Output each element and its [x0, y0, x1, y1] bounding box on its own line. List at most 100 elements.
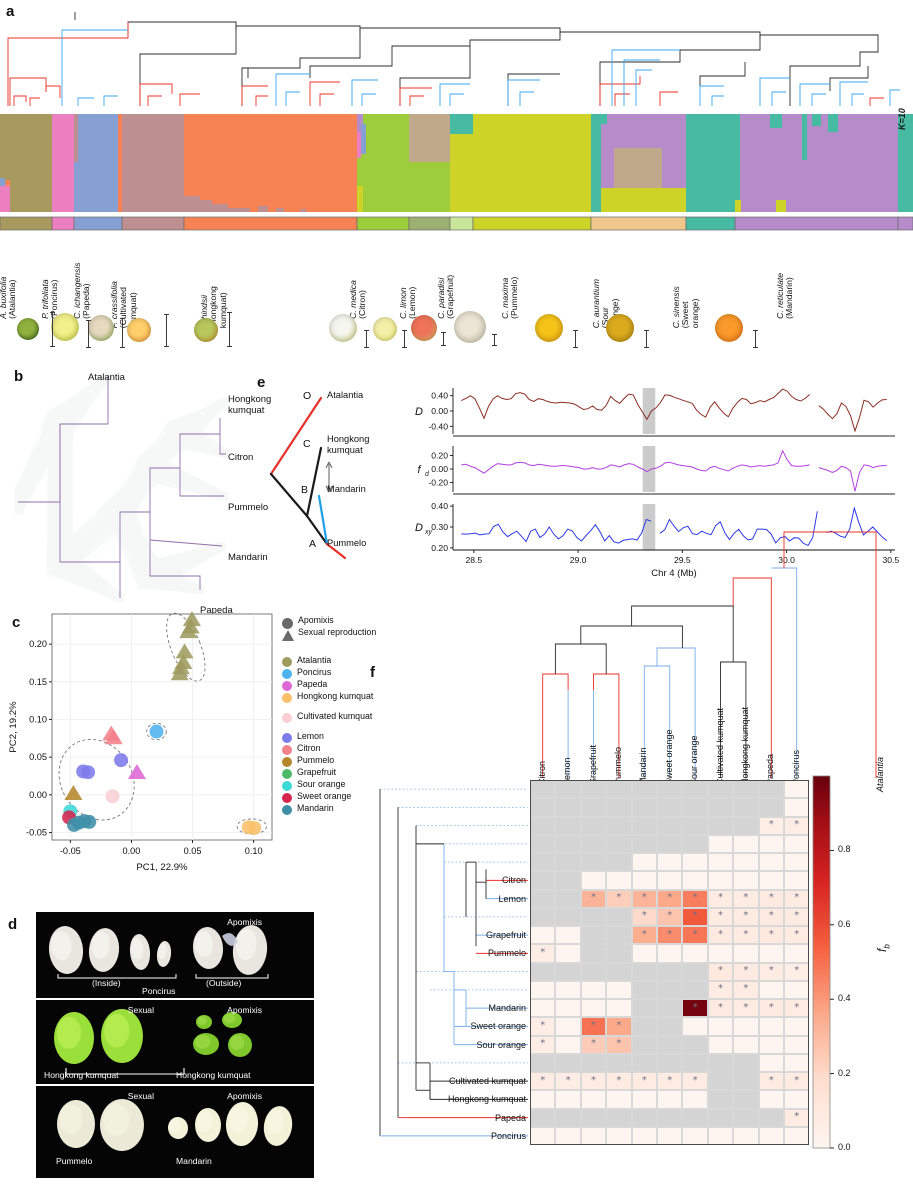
fbranch-cell-18-3: [606, 1108, 632, 1127]
fbranch-cell-16-2: [580, 1072, 607, 1091]
fbranch-cell-11-5: [657, 980, 683, 999]
fbranch-cell-0-10: [784, 780, 810, 799]
etrack-2-ytick-2: 0.20: [431, 543, 448, 553]
fbranch-cell-0-8: [733, 780, 759, 799]
fbranch-cell-12-0: [530, 999, 556, 1018]
pca-shape-label-1: Sexual reproduction: [298, 627, 377, 637]
fbranch-cell-17-4: [631, 1090, 657, 1109]
fbranch-cell-7-4: [631, 907, 657, 926]
pca-xtick-3: 0.10: [245, 846, 263, 856]
fbranch-cell-10-0: [530, 962, 556, 981]
fbranch-cell-14-5: [657, 1035, 683, 1054]
scale-bar-3: [166, 314, 168, 347]
fbranch-cell-19-6: [682, 1126, 708, 1145]
pca-ytick-3: 0.10: [29, 714, 47, 724]
fbranch-cell-16-3: [606, 1072, 632, 1091]
fbranch-cell-12-2: [580, 999, 607, 1018]
panel-a-group-strip: [0, 216, 913, 231]
fbranch-cell-19-8: [733, 1126, 759, 1145]
fbranch-cell-0-3: [606, 780, 632, 799]
pca-legend-label-0: Atalantia: [297, 655, 332, 665]
significance-star-7: *: [717, 892, 723, 904]
pca-legend-dot-3: [282, 693, 292, 703]
pca-point-0: [182, 611, 201, 627]
scale-bar-7: [443, 332, 445, 346]
significance-star-43: *: [540, 1074, 546, 1086]
topology-tip-C: Hongkong kumquat: [327, 434, 370, 455]
fbranch-cell-11-9: [758, 980, 784, 999]
fbranch-cell-10-6: [682, 962, 708, 981]
fruit-photo-lemon: [373, 317, 397, 341]
fbranch-row-13: Sweet orange: [470, 1021, 526, 1032]
pca-legend-dot-11: [282, 805, 292, 815]
significance-star-19: *: [667, 928, 673, 940]
pca-xtick-1: 0.00: [122, 846, 140, 856]
fbranch-cell-0-4: [631, 780, 657, 799]
fbranch-cell-15-7: [707, 1053, 734, 1072]
fbranch-cell-19-9: [758, 1126, 784, 1145]
scale-bar-6: [404, 330, 406, 348]
pca-legend-label-7: Pummelo: [297, 755, 335, 765]
significance-star-35: *: [768, 1001, 774, 1013]
pca-legend-dot-5: [282, 733, 292, 743]
fbranch-cell-3-4: [631, 834, 657, 853]
etrack-0-ytick-2: -0.40: [428, 421, 448, 431]
fbranch-cell-2-6: [682, 816, 708, 835]
significance-star-48: *: [667, 1074, 673, 1086]
fbranch-cell-1-10: [784, 798, 810, 817]
species-label-6: C. limon (Lemon): [398, 286, 418, 319]
ftop-branch-5: [580, 625, 683, 648]
pca-point-2: [179, 623, 198, 639]
fbranch-col-6: Sour orange: [689, 735, 700, 785]
fbranch-row-16: Cultivated kumquat: [448, 1076, 526, 1086]
fbranch-cell-3-7: [707, 834, 734, 853]
fbranch-cell-15-4: [631, 1053, 657, 1072]
fruit-photo-sweet-orange: [606, 314, 634, 342]
fbranch-cell-9-4: [631, 944, 657, 963]
pca-legend-label-11: Mandarin: [297, 803, 334, 813]
fbranch-cell-13-10: [784, 1017, 810, 1036]
fbranch-cell-4-6: [682, 853, 708, 872]
fbranch-cell-0-5: [657, 780, 683, 799]
seed-caption-0-0: Apomixis: [227, 917, 262, 927]
fbranch-cell-8-8: [733, 926, 759, 945]
significance-star-33: *: [717, 1001, 723, 1013]
fbranch-cell-13-5: [657, 1017, 683, 1036]
scale-cap-6-0: [402, 330, 408, 332]
significance-star-26: *: [717, 965, 723, 977]
pca-point-11: [127, 763, 146, 779]
fbranch-cell-8-2: [580, 926, 607, 945]
significance-star-30: *: [717, 983, 723, 995]
significance-star-37: *: [540, 1019, 546, 1031]
ftop-branch-8: [732, 577, 772, 690]
scale-cap-10-1: [644, 346, 650, 348]
significance-star-18: *: [641, 928, 647, 940]
densitree-tip-0: Atalantia: [88, 372, 125, 383]
fbranch-cell-10-2: [580, 962, 607, 981]
fbranch-cell-2-9: [758, 816, 784, 835]
pca-legend-label-6: Citron: [297, 743, 321, 753]
fbranch-cell-16-9: [758, 1072, 784, 1091]
etrack-1-line: [461, 449, 887, 492]
significance-star-40: *: [540, 1038, 546, 1050]
ftop-branch-4: [656, 647, 696, 690]
ftop-branch-10: [783, 531, 877, 778]
group-strip-1: [51, 216, 75, 231]
etrack-1-ylabel: f: [417, 464, 421, 476]
fbranch-cell-16-7: [707, 1072, 734, 1091]
fbranch-cell-13-8: [733, 1017, 759, 1036]
fbranch-cell-2-2: [580, 816, 607, 835]
fbranch-cell-18-7: [707, 1108, 734, 1127]
fbranch-cell-14-4: [631, 1035, 657, 1054]
significance-star-23: *: [768, 928, 774, 940]
pca-xtick-0: -0.05: [60, 846, 81, 856]
fbranch-cell-1-0: [530, 798, 556, 817]
fbranch-cell-1-4: [631, 798, 657, 817]
ftop-branch-0: [542, 673, 569, 690]
highlight-region-1: [642, 446, 656, 492]
fbranch-cell-10-3: [606, 962, 632, 981]
fbranch-row-18: Papeda: [494, 1112, 526, 1123]
scale-cap-0-1: [50, 345, 56, 347]
panel-a-letter: a: [6, 3, 15, 20]
fbranch-cell-4-10: [784, 853, 810, 872]
